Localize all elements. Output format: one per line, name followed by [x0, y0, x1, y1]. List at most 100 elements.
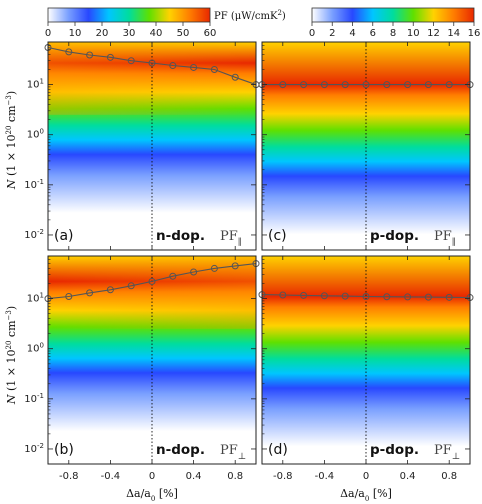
curve-point [169, 62, 177, 70]
curve-point [169, 272, 177, 280]
colorbar-right-tick-label: 14 [447, 28, 460, 39]
colorbar-left-tick-label: 40 [150, 28, 163, 39]
colorbar-left-tick-label: 0 [45, 28, 51, 39]
curve-point [362, 81, 370, 89]
y-tick-label: 10-2 [24, 228, 44, 241]
colorbar-right-tick-label: 10 [407, 28, 420, 39]
colorbar-right-tick-label: 2 [329, 28, 335, 39]
curve-point [106, 286, 114, 294]
curve-point [424, 81, 432, 89]
panel-label: (a) [54, 228, 74, 244]
colorbar-right-gradient [311, 7, 475, 23]
optimal-doping-curve [262, 294, 470, 299]
colorbar-title: PF (μW/cmK2) [214, 9, 286, 22]
x-axis-label-right: Δa/a0 [%] [340, 487, 392, 503]
pf-label: PF∥ [220, 229, 242, 248]
colorbar-left: 0 10 20 30 40 50 60 [45, 7, 217, 39]
pf-label: PF⊥ [220, 443, 246, 462]
y-axis-label-bottom: N (1 × 1020 cm−3) [5, 306, 18, 405]
curve-point [279, 81, 287, 89]
panel-label: (c) [268, 228, 287, 244]
curve-point [445, 293, 453, 301]
x-tick-label: 0 [149, 471, 155, 482]
x-tick-label: -0.4 [101, 471, 121, 482]
y-tick-label: 10-2 [24, 442, 44, 455]
colorbar-right-tick-label: 4 [349, 28, 355, 39]
colorbar-right: 0 2 4 6 8 10 12 14 16 [309, 7, 481, 39]
x-tick-label: 0.8 [227, 471, 243, 482]
curve-point [404, 293, 412, 301]
y-tick-label: 101 [27, 78, 44, 91]
colorbar-left-tick-label: 30 [123, 28, 136, 39]
heatmap [262, 256, 470, 464]
curve-point [320, 81, 328, 89]
colorbar-right-tick-label: 12 [427, 28, 440, 39]
x-tick-label: -0.4 [315, 471, 335, 482]
curve-point [106, 53, 114, 61]
curve-point [148, 59, 156, 67]
curve-point [65, 48, 73, 56]
curve-point [231, 262, 239, 270]
panel-c: (c) p-dop. PF∥ [258, 41, 474, 251]
x-tick-label: 0 [363, 471, 369, 482]
y-tick-label: 100 [27, 342, 44, 355]
curve-point [86, 289, 94, 297]
curve-point [383, 81, 391, 89]
doping-label: p-dop. [370, 228, 419, 244]
x-tick-label: 0.4 [400, 471, 416, 482]
colorbar-left-tick-label: 10 [69, 28, 82, 39]
curve-point [86, 51, 94, 59]
y-tick-label: 10-1 [24, 392, 44, 405]
colorbar-right-tick-label: 6 [370, 28, 376, 39]
doping-label: n-dop. [156, 228, 205, 244]
x-tick-label: -0.8 [59, 471, 79, 482]
panel-d: -0.8 -0.4 0 0.4 0.8 (d) p-dop. PF⊥ [258, 255, 474, 482]
curve-point [320, 292, 328, 300]
curve-point [127, 282, 135, 290]
curve-point [210, 66, 218, 74]
colorbar-right-tick-label: 0 [309, 28, 315, 39]
y-tick-label: 101 [27, 292, 44, 305]
curve-point [424, 293, 432, 301]
curve-point [445, 81, 453, 89]
curve-point [341, 81, 349, 89]
x-tick-label: 0.8 [441, 471, 457, 482]
panel-label: (d) [268, 442, 288, 458]
y-tick-label: 100 [27, 128, 44, 141]
curve-point [279, 291, 287, 299]
optimal-doping-curve [48, 46, 256, 86]
doping-label: n-dop. [156, 442, 205, 458]
curve-point [300, 81, 308, 89]
colorbar-right-tick-label: 16 [468, 28, 481, 39]
x-axis-label-left: Δa/a0 [%] [126, 487, 178, 503]
colorbar-left-tick-label: 50 [177, 28, 190, 39]
curve-point [148, 277, 156, 285]
curve-point [127, 57, 135, 65]
curve-point [190, 63, 198, 71]
curve-point [362, 293, 370, 301]
curve-point [341, 292, 349, 300]
y-axis-label-top: N (1 × 1020 cm−3) [5, 91, 18, 190]
colorbar-left-tick-label: 60 [204, 28, 217, 39]
curve-point [383, 293, 391, 301]
colorbar-left-gradient [47, 7, 211, 23]
optimal-doping-curve [48, 263, 256, 300]
curve-point [210, 264, 218, 272]
curve-point [190, 268, 198, 276]
curve-point [231, 73, 239, 81]
x-tick-label: 0.4 [186, 471, 202, 482]
curve-point [300, 291, 308, 299]
colorbar-right-tick-label: 8 [390, 28, 396, 39]
panel-a: 101 100 10-1 10-2 (a) n-dop. PF∥ [24, 41, 260, 251]
panel-label: (b) [54, 442, 74, 458]
pf-label: PF⊥ [434, 443, 460, 462]
x-tick-label: -0.8 [273, 471, 293, 482]
y-tick-label: 10-1 [24, 178, 44, 191]
pf-label: PF∥ [434, 229, 456, 248]
colorbar-left-tick-label: 20 [96, 28, 109, 39]
doping-label: p-dop. [370, 442, 419, 458]
panel-b: -0.8 -0.4 0 0.4 0.8 101 100 10-1 10-2 (b) n-dop. PF… [24, 255, 260, 482]
curve-point [65, 293, 73, 301]
heatmap [262, 42, 470, 250]
